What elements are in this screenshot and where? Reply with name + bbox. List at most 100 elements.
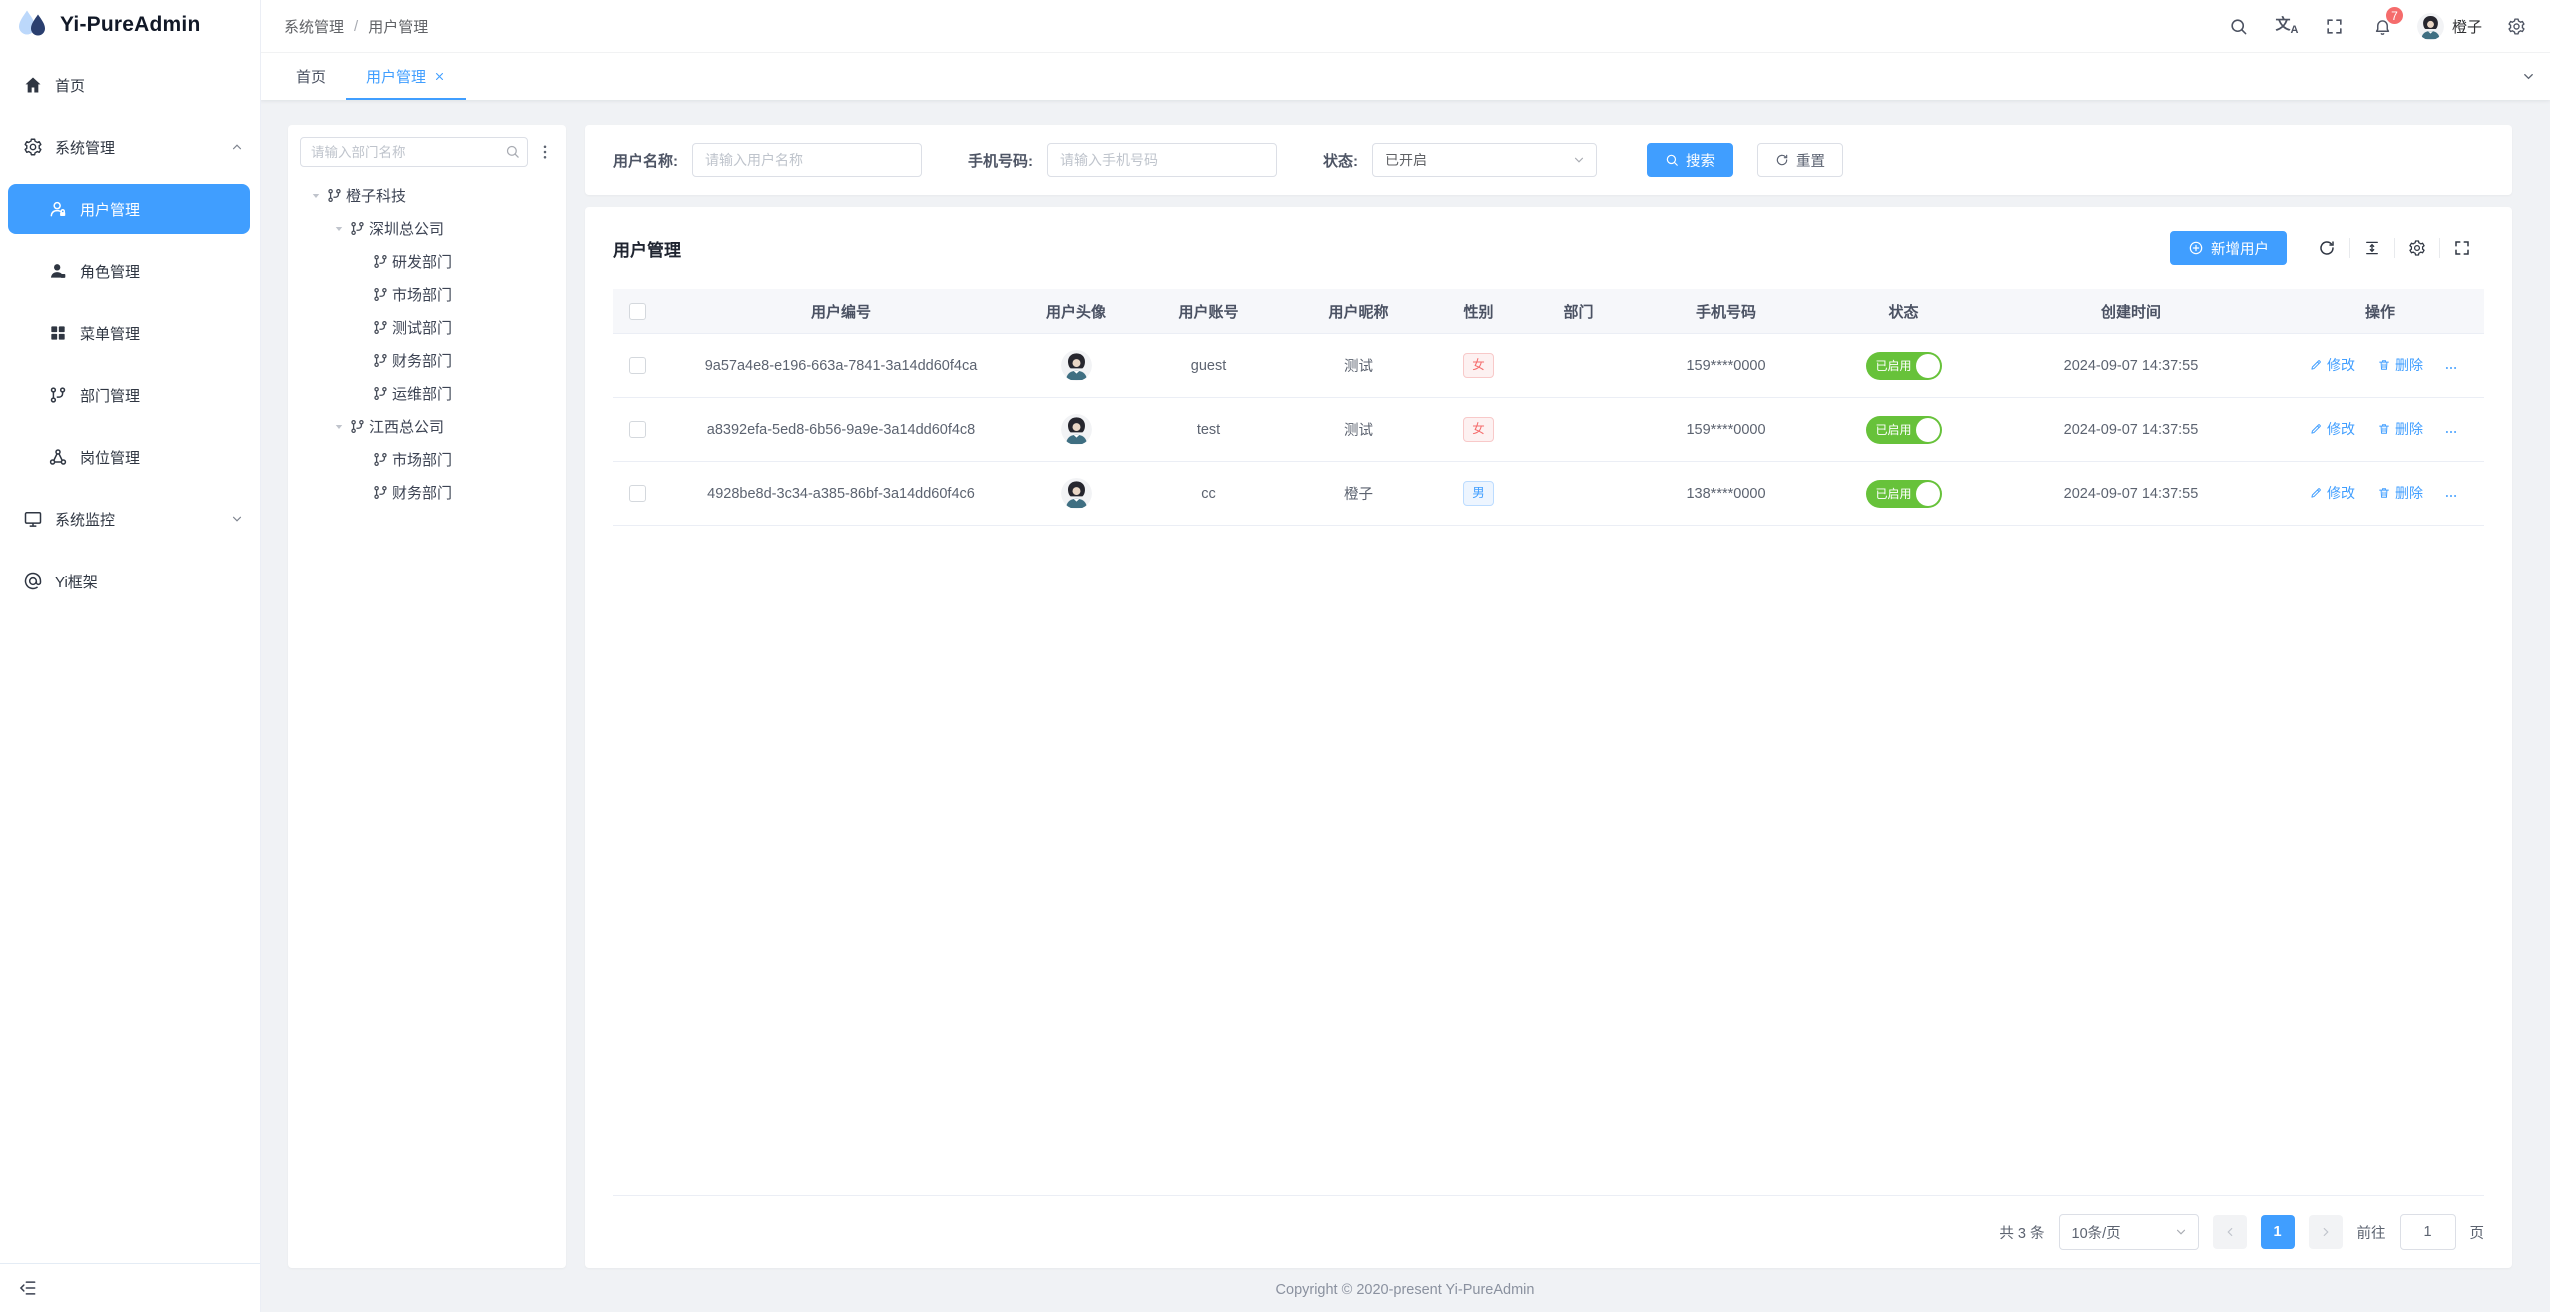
created-time: 2024-09-07 14:37:55 [1986,333,2276,398]
edit-button[interactable]: 修改 [2309,355,2355,375]
refresh-table-button[interactable] [2305,238,2349,258]
density-button[interactable] [2349,238,2394,258]
phone-field-wrap [1047,143,1277,177]
department-search-input[interactable] [300,137,528,167]
breadcrumb-separator: / [354,17,359,35]
caret-icon[interactable] [352,289,372,301]
add-user-button[interactable]: 新增用户 [2170,231,2287,265]
caret-icon[interactable] [352,355,372,367]
menu-item-icon [48,323,68,343]
row-checkbox[interactable] [628,485,646,502]
user-avatar [1060,414,1092,445]
user-account: cc [1131,461,1286,526]
status-toggle[interactable]: 已启用 [1865,415,1942,444]
department-icon [372,286,389,303]
tree-node[interactable]: 测试部门 [300,311,554,344]
user-nickname: 橙子 [1286,461,1431,526]
sidebar-item[interactable]: 系统管理 [0,122,260,172]
tabbar: 首页 用户管理 [260,52,2550,100]
edit-button[interactable]: 修改 [2309,419,2355,439]
add-user-label: 新增用户 [2211,241,2269,258]
column-settings-button[interactable] [2394,238,2439,258]
logo[interactable]: Yi-PureAdmin [0,0,260,50]
edit-pen-icon [2309,422,2323,436]
next-page-button[interactable] [2308,1215,2343,1249]
delete-button[interactable]: 删除 [2377,355,2423,375]
sidebar-item[interactable]: 部门管理 [0,370,260,420]
caret-icon[interactable] [329,223,349,235]
search-button[interactable]: 搜索 [1647,143,1733,177]
row-checkbox[interactable] [628,421,646,438]
column-header: 状态 [1821,289,1986,334]
row-checkbox[interactable] [628,357,646,374]
username-input[interactable] [692,143,922,177]
sidebar-item[interactable]: 岗位管理 [0,432,260,482]
more-actions-button[interactable] [2442,425,2460,439]
column-header: 用户头像 [1021,289,1131,334]
translate-button[interactable]: 文A [2263,0,2311,52]
gear-icon [2507,17,2526,36]
caret-icon[interactable] [306,190,326,202]
tree-node[interactable]: 市场部门 [300,278,554,311]
status-toggle[interactable]: 已启用 [1865,479,1942,508]
tabs-dropdown-button[interactable] [2506,52,2550,100]
tree-node[interactable]: 财务部门 [300,344,554,377]
sidebar-item[interactable]: 用户管理 [8,184,250,234]
tree-node[interactable]: 运维部门 [300,377,554,410]
sidebar-item[interactable]: 系统监控 [0,494,260,544]
sidebar-item[interactable]: 菜单管理 [0,308,260,358]
sidebar-item[interactable]: 角色管理 [0,246,260,296]
user-id: 9a57a4e8-e196-663a-7841-3a14dd60f4ca [661,333,1021,398]
breadcrumb-item[interactable]: 系统管理 [284,18,345,36]
goto-page-input[interactable] [2399,1214,2456,1250]
chevron-right-icon [2319,1225,2333,1239]
pagination-total: 共 3 条 [1999,1225,2045,1242]
tree-node[interactable]: 研发部门 [300,245,554,278]
breadcrumb: 系统管理 / 用户管理 [284,16,2215,37]
fullscreen-button[interactable] [2311,0,2359,52]
search-button[interactable] [2215,0,2263,52]
edit-button[interactable]: 修改 [2309,483,2355,503]
caret-icon[interactable] [352,388,372,400]
table-fullscreen-button[interactable] [2439,238,2484,258]
caret-icon[interactable] [352,322,372,334]
select-all-checkbox[interactable] [628,302,646,320]
close-tab-icon[interactable] [433,70,446,83]
caret-icon[interactable] [352,487,372,499]
page-size-select[interactable]: 10条/页 [2058,1214,2199,1250]
tree-node[interactable]: 市场部门 [300,443,554,476]
caret-icon[interactable] [329,421,349,433]
reset-button[interactable]: 重置 [1757,143,1843,177]
sidebar-item[interactable]: Yi框架 [0,556,260,606]
sidebar-footer [0,1263,260,1312]
sidebar-menu: 首页 系统管理 用户管理 角色管理 菜单管理 部门管理 岗位管理 系统监控 [0,50,260,1263]
tab[interactable]: 首页 [296,68,327,86]
current-page-button[interactable]: 1 [2260,1215,2295,1249]
collapse-sidebar-icon[interactable] [18,1278,38,1298]
sidebar-item[interactable]: 首页 [0,60,260,110]
status-select[interactable]: 已开启 [1372,143,1597,177]
tree-node[interactable]: 江西总公司 [300,410,554,443]
menu-item-icon [48,447,68,467]
tree-node[interactable]: 深圳总公司 [300,212,554,245]
prev-page-button[interactable] [2212,1215,2247,1249]
status-toggle[interactable]: 已启用 [1865,351,1942,380]
delete-button[interactable]: 删除 [2377,419,2423,439]
column-header: 创建时间 [1986,289,2276,334]
tab[interactable]: 用户管理 [346,52,467,100]
more-vertical-icon[interactable] [536,143,554,161]
topbar: 系统管理 / 用户管理 文A 7 橙子 [260,0,2550,53]
user-menu[interactable]: 橙子 [2407,0,2492,52]
more-actions-button[interactable] [2442,361,2460,375]
notifications-button[interactable]: 7 [2359,0,2407,52]
tree-node[interactable]: 橙子科技 [300,179,554,212]
caret-icon[interactable] [352,256,372,268]
plus-circle-icon [2188,240,2204,256]
settings-button[interactable] [2492,0,2540,52]
caret-icon[interactable] [352,454,372,466]
phone-input[interactable] [1047,143,1277,177]
tree-node[interactable]: 财务部门 [300,476,554,509]
gear-icon [2408,239,2426,257]
delete-button[interactable]: 删除 [2377,483,2423,503]
more-actions-button[interactable] [2442,489,2460,503]
